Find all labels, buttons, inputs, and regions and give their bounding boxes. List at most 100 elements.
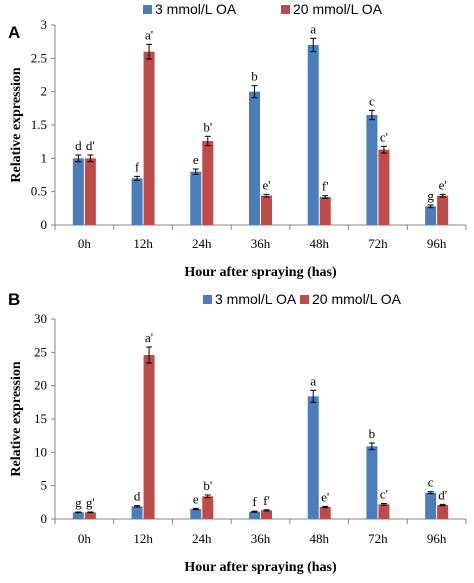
bar xyxy=(319,197,331,225)
bar xyxy=(307,396,319,519)
y-tick-label: 5 xyxy=(41,478,48,493)
significance-label: a' xyxy=(145,27,153,42)
significance-label: c xyxy=(428,475,434,490)
significance-label: g' xyxy=(86,495,95,510)
bar xyxy=(425,492,437,519)
x-tick-label: 48h xyxy=(309,236,329,251)
y-tick-label: 15 xyxy=(34,411,47,426)
significance-label: d' xyxy=(438,487,447,502)
x-tick-label: 36h xyxy=(251,236,271,251)
y-tick-label: 1 xyxy=(41,150,48,165)
significance-label: e xyxy=(193,152,199,167)
y-tick-label: 0.5 xyxy=(31,184,47,199)
x-tick-label: 0h xyxy=(78,236,92,251)
bar xyxy=(249,91,260,226)
bar xyxy=(249,511,260,519)
bar xyxy=(261,195,272,225)
significance-label: f' xyxy=(322,179,329,194)
x-tick-label: 0h xyxy=(78,531,92,546)
bar xyxy=(131,506,143,519)
bar xyxy=(425,206,437,225)
significance-label: c' xyxy=(380,129,388,144)
y-tick-label: 1.5 xyxy=(31,117,47,132)
bar xyxy=(202,496,214,519)
significance-label: a xyxy=(310,373,316,388)
x-tick-label: 72h xyxy=(368,236,388,251)
legend-entry: 3 mmol/L OA xyxy=(215,291,297,307)
bar xyxy=(190,509,202,519)
bar xyxy=(190,171,202,225)
legend-swatch xyxy=(143,5,152,14)
significance-label: a' xyxy=(145,330,153,345)
y-tick-label: 10 xyxy=(34,444,47,459)
significance-label: e' xyxy=(262,177,270,192)
legend-entry: 3 mmol/L OA xyxy=(155,1,237,17)
significance-label: d' xyxy=(86,138,95,153)
significance-label: g xyxy=(427,188,434,203)
bar xyxy=(437,195,449,225)
significance-label: b xyxy=(369,426,376,441)
significance-label: e' xyxy=(439,177,447,192)
bar xyxy=(261,510,272,519)
bar xyxy=(202,141,214,225)
significance-label: d xyxy=(134,489,141,504)
bar xyxy=(366,446,378,519)
legend-swatch xyxy=(281,5,290,14)
bar xyxy=(319,507,331,519)
panel-label: B xyxy=(8,290,20,309)
significance-label: b' xyxy=(203,119,212,134)
x-tick-label: 24h xyxy=(192,236,212,251)
x-axis-title: Hour after spraying (has) xyxy=(184,560,337,575)
x-tick-label: 48h xyxy=(309,531,329,546)
bar xyxy=(378,504,390,519)
x-tick-label: 12h xyxy=(133,236,153,251)
bar xyxy=(72,158,84,225)
y-tick-label: 3 xyxy=(41,17,48,32)
y-axis-title: Relative expression xyxy=(9,67,24,182)
x-tick-label: 96h xyxy=(427,531,447,546)
legend-entry: 20 mmol/L OA xyxy=(312,291,402,307)
legend-entry: 20 mmol/L OA xyxy=(293,1,383,17)
x-tick-label: 96h xyxy=(427,236,447,251)
significance-label: d xyxy=(75,138,82,153)
y-tick-label: 2 xyxy=(41,84,48,99)
y-axis-title: Relative expression xyxy=(9,361,24,476)
y-tick-label: 25 xyxy=(34,344,47,359)
bar xyxy=(366,115,378,225)
y-tick-label: 0 xyxy=(41,511,48,526)
x-axis-title: Hour after spraying (has) xyxy=(184,265,337,280)
x-tick-label: 36h xyxy=(251,531,271,546)
x-tick-label: 24h xyxy=(192,531,212,546)
bar xyxy=(437,505,449,519)
legend-swatch xyxy=(203,295,212,304)
bar xyxy=(72,512,84,519)
significance-label: e' xyxy=(321,489,329,504)
significance-label: g xyxy=(75,495,82,510)
significance-label: f xyxy=(252,494,257,509)
legend-swatch xyxy=(300,295,309,304)
y-tick-label: 2.5 xyxy=(31,50,47,65)
bar xyxy=(307,45,319,225)
significance-label: b' xyxy=(203,478,212,493)
bar xyxy=(84,158,96,225)
y-tick-label: 0 xyxy=(41,217,48,232)
x-tick-label: 12h xyxy=(133,531,153,546)
bar xyxy=(84,512,96,519)
x-tick-label: 72h xyxy=(368,531,388,546)
significance-label: f' xyxy=(263,493,270,508)
chart-panel-b: B 3 mmol/L OA 20 mmol/L OA 0 5 10 15 20 25 30 0h g g… xyxy=(8,290,467,575)
significance-label: f xyxy=(135,159,140,174)
chart-panel-a: A 3 mmol/L OA 20 mmol/L OA 0 0.5 1 1.5 2 2.5 3 0h d… xyxy=(8,1,467,280)
significance-label: b xyxy=(251,69,258,84)
bar xyxy=(143,51,155,225)
panel-label: A xyxy=(8,23,20,42)
bar xyxy=(378,149,390,225)
significance-label: a xyxy=(310,21,316,36)
bar xyxy=(143,355,155,519)
y-tick-label: 30 xyxy=(34,311,47,326)
significance-label: c' xyxy=(380,487,388,502)
y-tick-label: 20 xyxy=(34,378,47,393)
significance-label: c xyxy=(369,93,375,108)
bar xyxy=(131,178,143,225)
